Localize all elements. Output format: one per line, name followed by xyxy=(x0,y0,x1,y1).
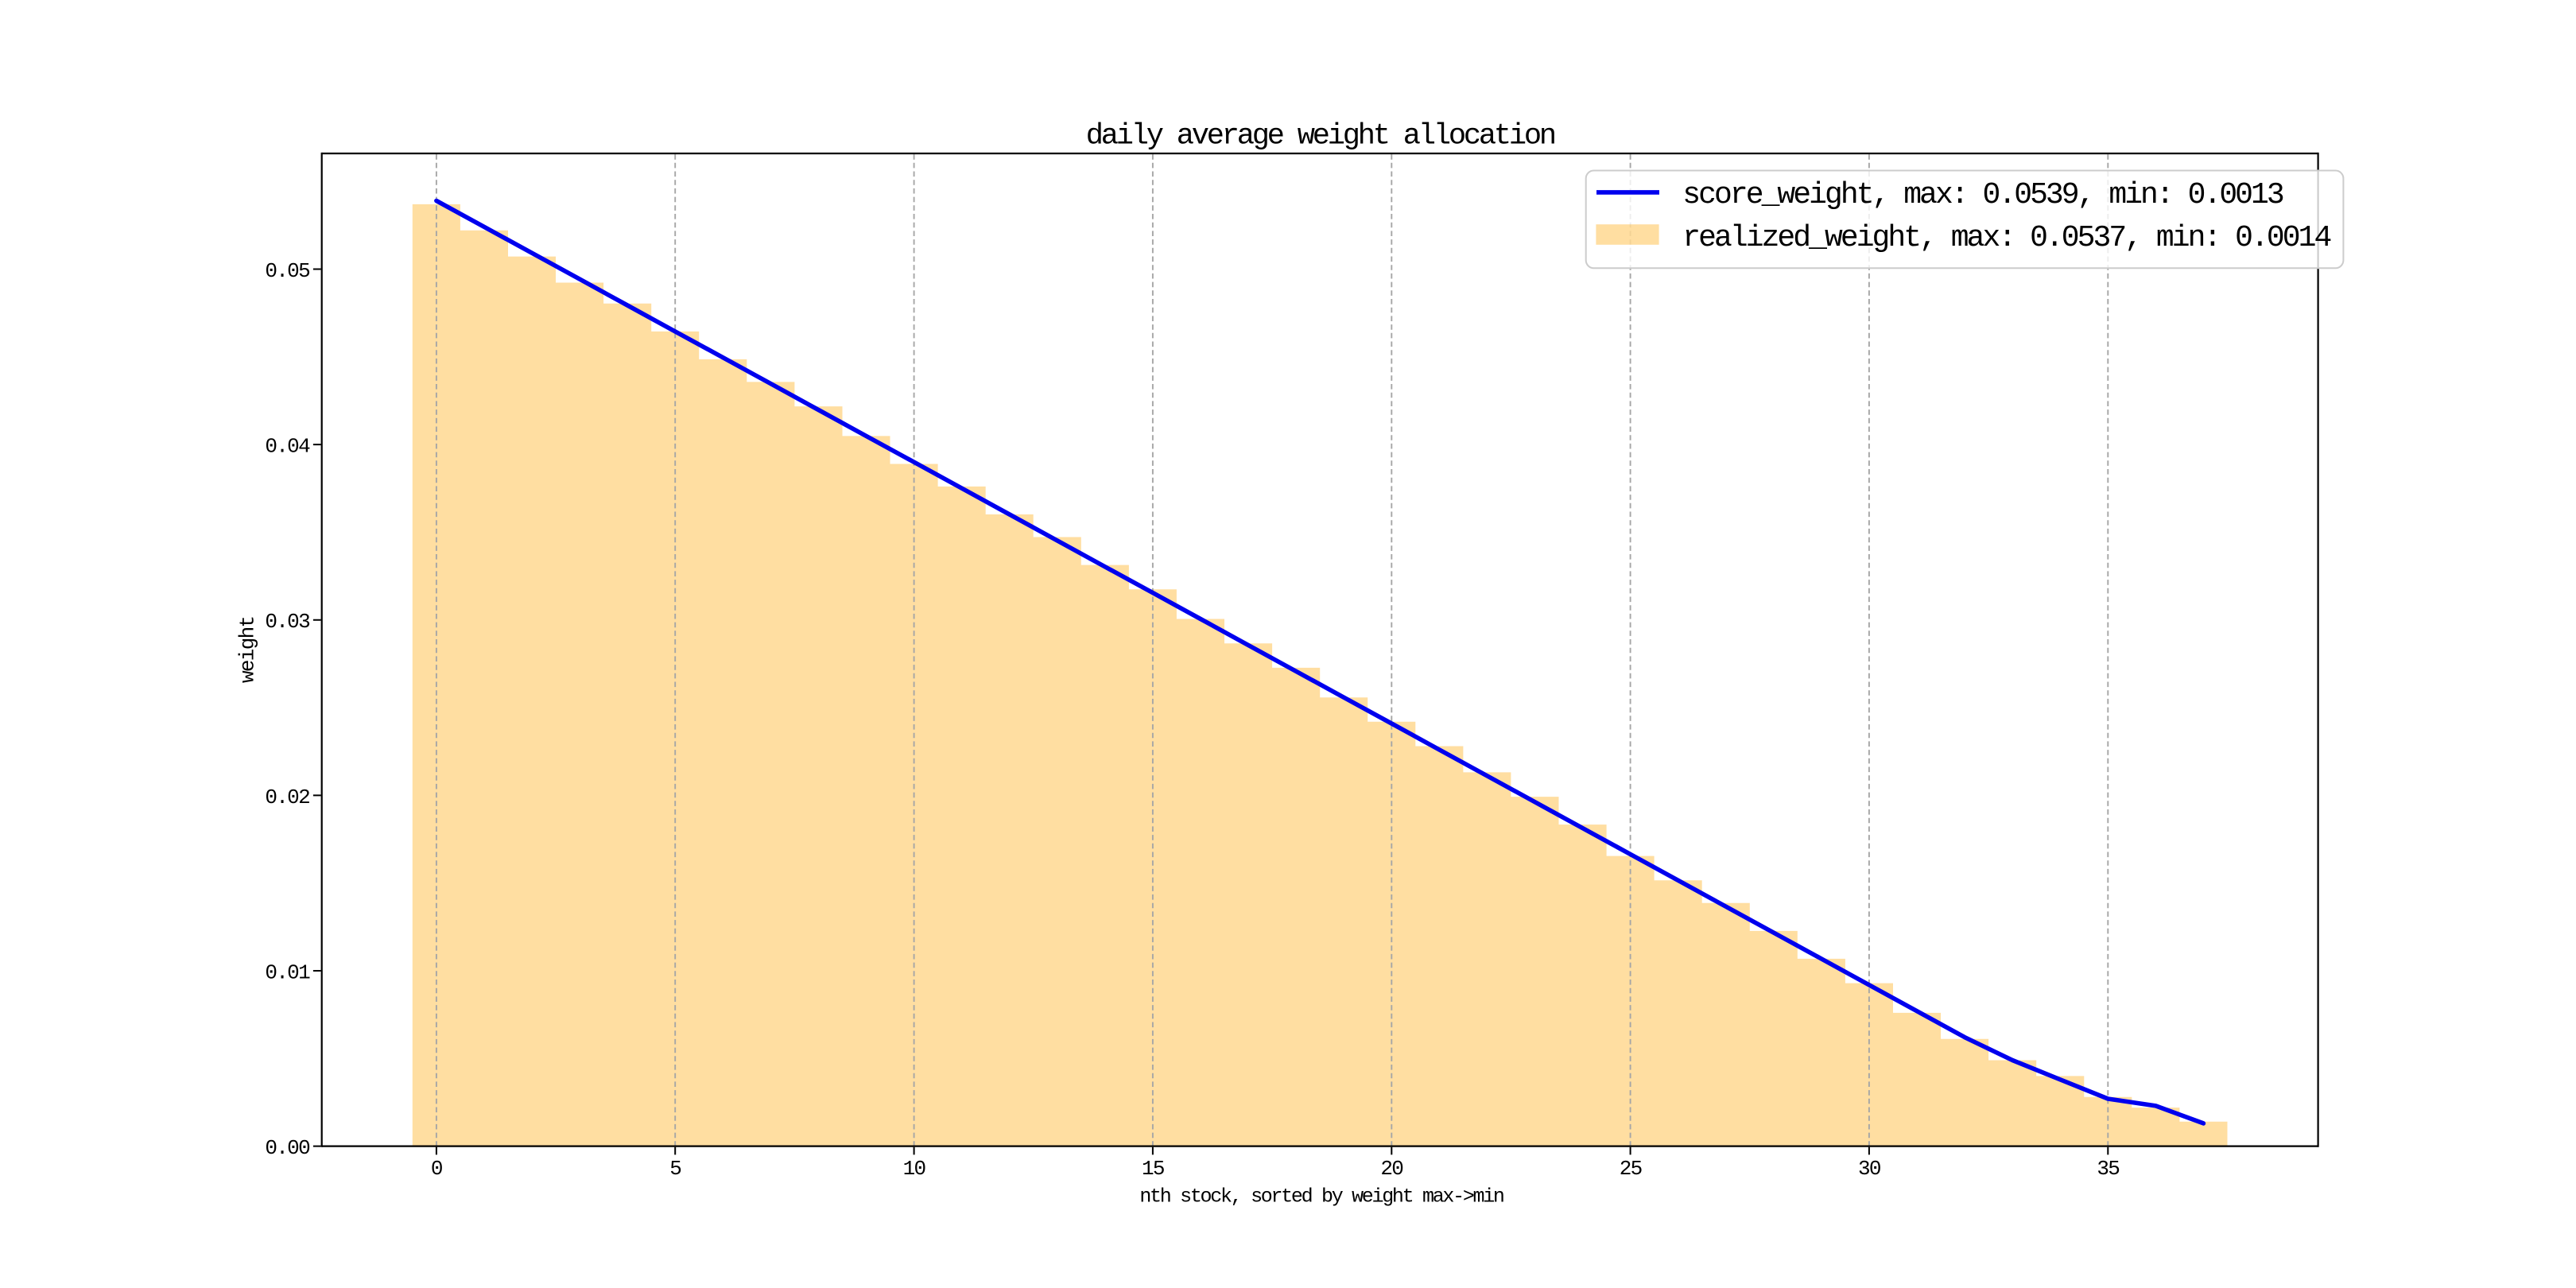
svg-text:5: 5 xyxy=(669,1157,681,1181)
svg-text:realized_weight, max: 0.0537,: realized_weight, max: 0.0537, min: 0.001… xyxy=(1682,221,2330,255)
svg-text:0: 0 xyxy=(431,1157,442,1181)
svg-text:20: 20 xyxy=(1380,1157,1402,1181)
svg-text:30: 30 xyxy=(1858,1157,1880,1181)
svg-text:0.03: 0.03 xyxy=(265,610,309,634)
svg-text:25: 25 xyxy=(1620,1157,1642,1181)
svg-text:nth stock, sorted by weight ma: nth stock, sorted by weight max->min xyxy=(1139,1185,1503,1208)
svg-text:score_weight, max: 0.0539, min: score_weight, max: 0.0539, min: 0.0013 xyxy=(1682,178,2283,212)
svg-text:0.01: 0.01 xyxy=(265,960,310,984)
svg-text:weight: weight xyxy=(236,617,260,683)
svg-text:daily average weight allocatio: daily average weight allocation xyxy=(1086,119,1554,153)
svg-text:0.02: 0.02 xyxy=(265,786,309,809)
svg-text:0.04: 0.04 xyxy=(265,435,310,459)
svg-text:0.00: 0.00 xyxy=(265,1136,309,1160)
svg-text:35: 35 xyxy=(2097,1157,2119,1181)
svg-text:0.05: 0.05 xyxy=(265,259,309,283)
svg-text:10: 10 xyxy=(903,1157,925,1181)
svg-text:15: 15 xyxy=(1142,1157,1164,1181)
